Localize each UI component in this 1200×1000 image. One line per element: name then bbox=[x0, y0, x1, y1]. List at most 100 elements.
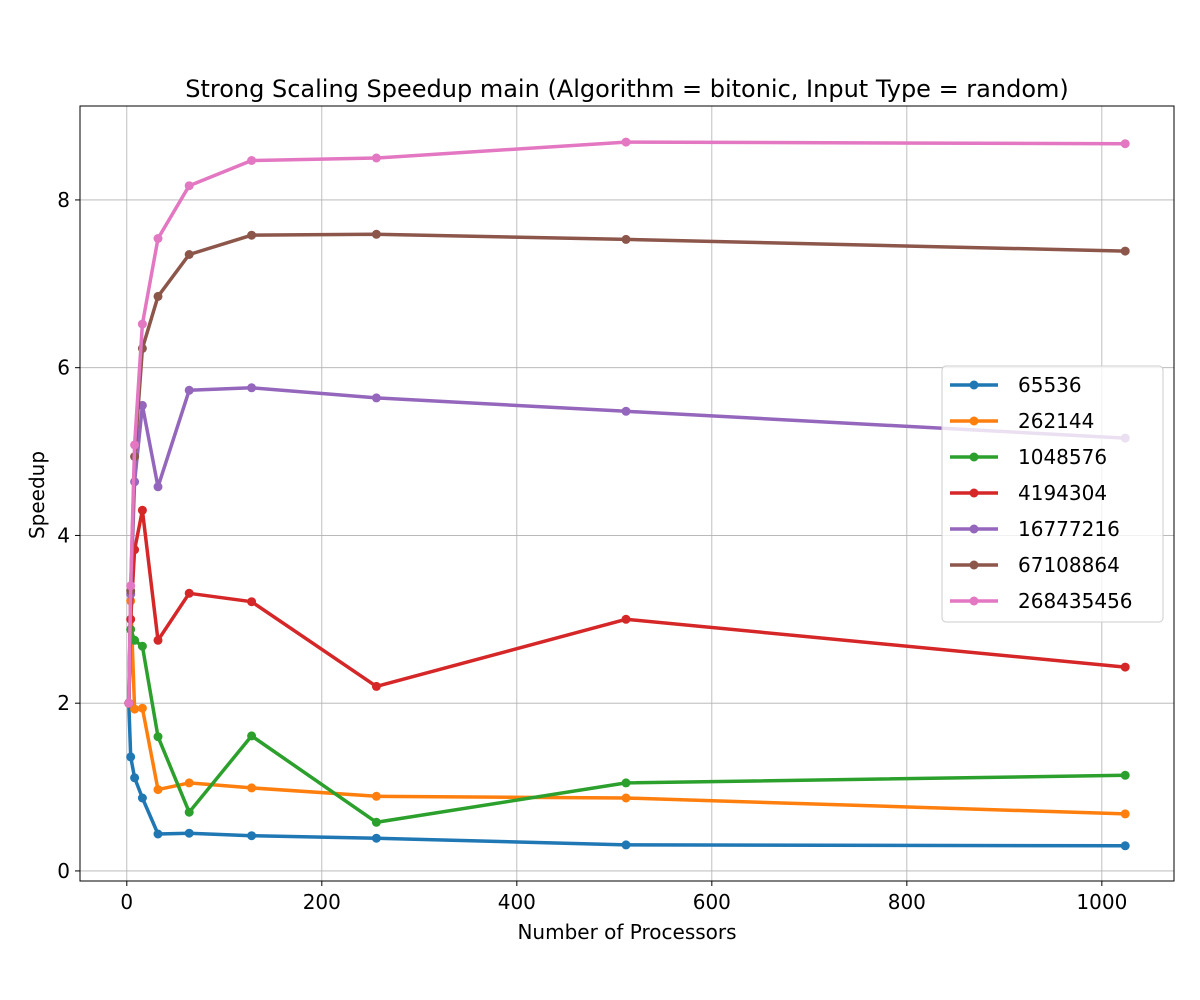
legend-item: 4194304 bbox=[950, 481, 1107, 505]
legend-item: 16777216 bbox=[950, 517, 1120, 541]
data-point bbox=[1120, 139, 1130, 149]
data-point bbox=[137, 319, 147, 329]
data-point bbox=[371, 833, 381, 843]
data-point bbox=[184, 807, 194, 817]
legend-item: 65536 bbox=[950, 373, 1082, 397]
data-point bbox=[247, 383, 257, 393]
data-point bbox=[130, 773, 140, 783]
data-point bbox=[1120, 246, 1130, 256]
y-tick-label: 0 bbox=[57, 859, 70, 883]
data-point bbox=[130, 635, 140, 645]
plot-frame bbox=[79, 105, 1175, 882]
series-line bbox=[127, 627, 1127, 825]
data-point bbox=[153, 291, 163, 301]
data-point bbox=[126, 752, 136, 762]
y-tick-label: 6 bbox=[57, 356, 70, 380]
data-point bbox=[621, 406, 631, 416]
x-tick-label: 1000 bbox=[1076, 890, 1127, 914]
legend-swatch-marker bbox=[969, 596, 979, 606]
legend-label: 268435456 bbox=[1018, 589, 1133, 613]
data-point bbox=[621, 778, 631, 788]
data-point bbox=[371, 791, 381, 801]
data-point bbox=[371, 153, 381, 163]
data-point bbox=[184, 778, 194, 788]
legend-item: 1048576 bbox=[950, 445, 1107, 469]
x-axis-title: Number of Processors bbox=[517, 920, 736, 944]
x-tick-label: 200 bbox=[303, 890, 341, 914]
data-point bbox=[1120, 662, 1130, 672]
data-point bbox=[621, 614, 631, 624]
data-point bbox=[137, 641, 147, 651]
legend-label: 1048576 bbox=[1018, 445, 1107, 469]
plot-series bbox=[124, 137, 1130, 851]
legend-box bbox=[941, 365, 1164, 623]
legend-swatch-marker bbox=[969, 380, 979, 390]
data-point bbox=[371, 817, 381, 827]
x-tick-label: 600 bbox=[693, 890, 731, 914]
data-point bbox=[621, 840, 631, 850]
data-point bbox=[247, 597, 257, 607]
data-point bbox=[153, 234, 163, 243]
series-line bbox=[127, 701, 1127, 848]
data-point bbox=[184, 250, 194, 259]
data-point bbox=[124, 698, 134, 708]
legend: 65536 262144 1048576 4194304 16777216 6710886… bbox=[941, 365, 1164, 623]
data-point bbox=[137, 703, 147, 713]
data-point bbox=[371, 229, 381, 239]
data-point bbox=[153, 635, 163, 645]
legend-label: 262144 bbox=[1018, 409, 1094, 433]
chart-title: Strong Scaling Speedup main (Algorithm =… bbox=[185, 75, 1069, 103]
data-point bbox=[126, 581, 136, 591]
data-point bbox=[1120, 841, 1130, 851]
data-point bbox=[247, 831, 257, 841]
data-point bbox=[153, 829, 163, 839]
legend-swatch-marker bbox=[969, 452, 979, 462]
legend-swatch-marker bbox=[969, 524, 979, 534]
legend-swatch-marker bbox=[969, 488, 979, 498]
data-point bbox=[371, 393, 381, 403]
data-point bbox=[130, 440, 140, 450]
data-point bbox=[184, 588, 194, 598]
data-point bbox=[130, 704, 140, 714]
series-65536 bbox=[124, 698, 1130, 851]
data-point bbox=[184, 181, 194, 191]
x-tick-label: 0 bbox=[120, 890, 133, 914]
legend-item: 67108864 bbox=[950, 553, 1120, 577]
y-tick-label: 2 bbox=[57, 691, 70, 715]
data-point bbox=[247, 731, 257, 741]
data-point bbox=[371, 681, 381, 691]
series-line bbox=[127, 599, 1127, 816]
legend-swatch-marker bbox=[969, 416, 979, 426]
data-point bbox=[1120, 770, 1130, 780]
legend-item: 262144 bbox=[950, 409, 1094, 433]
y-tick-label: 4 bbox=[57, 523, 70, 547]
data-point bbox=[137, 793, 147, 803]
series-line bbox=[127, 140, 1127, 705]
data-point bbox=[137, 505, 147, 515]
data-point bbox=[621, 234, 631, 244]
data-point bbox=[247, 230, 257, 240]
data-point bbox=[184, 385, 194, 395]
legend-swatch-marker bbox=[969, 560, 979, 570]
data-point bbox=[247, 783, 257, 793]
y-tick-label: 8 bbox=[57, 188, 70, 212]
legend-label: 4194304 bbox=[1018, 481, 1107, 505]
data-point bbox=[184, 828, 194, 838]
series-268435456 bbox=[124, 137, 1130, 708]
x-tick-label: 400 bbox=[498, 890, 536, 914]
data-point bbox=[153, 732, 163, 742]
data-point bbox=[621, 793, 631, 803]
data-point bbox=[153, 785, 163, 795]
axis-ticks: 0 200 400 600 800 1000 0 2 4 6 8 bbox=[57, 188, 1127, 914]
y-axis-title: Speedup bbox=[25, 451, 49, 539]
legend-label: 67108864 bbox=[1018, 553, 1120, 577]
legend-item: 268435456 bbox=[950, 589, 1133, 613]
legend-label: 65536 bbox=[1018, 373, 1082, 397]
data-point bbox=[621, 137, 631, 147]
data-point bbox=[153, 482, 163, 492]
data-point bbox=[247, 156, 257, 165]
x-tick-label: 800 bbox=[888, 890, 926, 914]
legend-label: 16777216 bbox=[1018, 517, 1120, 541]
data-point bbox=[1120, 809, 1130, 819]
